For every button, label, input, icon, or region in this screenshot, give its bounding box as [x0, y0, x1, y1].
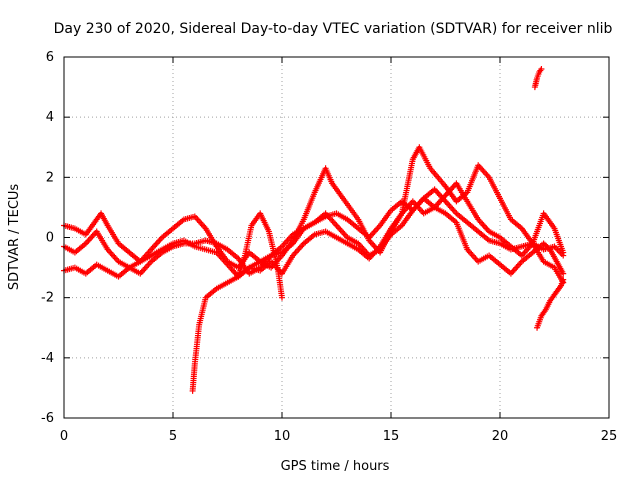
y-tick-label: -2 [41, 291, 54, 306]
x-axis-ticks: 0 5 10 15 20 25 [60, 57, 617, 444]
y-tick-label: 4 [46, 110, 54, 125]
data-point [560, 270, 567, 277]
x-tick-label: 0 [60, 429, 68, 444]
x-tick-label: 20 [492, 429, 509, 444]
y-axis-ticks: -6 -4 -2 0 2 4 6 [41, 50, 609, 426]
data-point [538, 66, 545, 73]
y-tick-label: 0 [46, 231, 54, 246]
chart-title: Day 230 of 2020, Sidereal Day-to-day VTE… [54, 21, 613, 37]
y-tick-label: 2 [46, 170, 54, 185]
series-track-a [61, 165, 567, 271]
series-track-d [189, 195, 567, 394]
y-tick-label: -6 [41, 411, 54, 426]
series-track-c [61, 144, 567, 286]
y-tick-label: -4 [41, 351, 54, 366]
data-point [560, 276, 567, 283]
series-track-e [235, 210, 285, 301]
series-track-g [531, 66, 545, 91]
data-point [279, 294, 285, 301]
data-points [61, 66, 567, 394]
y-tick-label: 6 [46, 50, 54, 65]
x-tick-label: 10 [274, 429, 291, 444]
x-tick-label: 5 [169, 429, 177, 444]
data-point [560, 252, 567, 259]
x-axis-label: GPS time / hours [281, 459, 390, 474]
y-axis-label: SDTVAR / TECUs [7, 184, 22, 291]
x-tick-label: 25 [601, 429, 618, 444]
x-tick-label: 15 [383, 429, 400, 444]
series-track-f [534, 276, 567, 331]
